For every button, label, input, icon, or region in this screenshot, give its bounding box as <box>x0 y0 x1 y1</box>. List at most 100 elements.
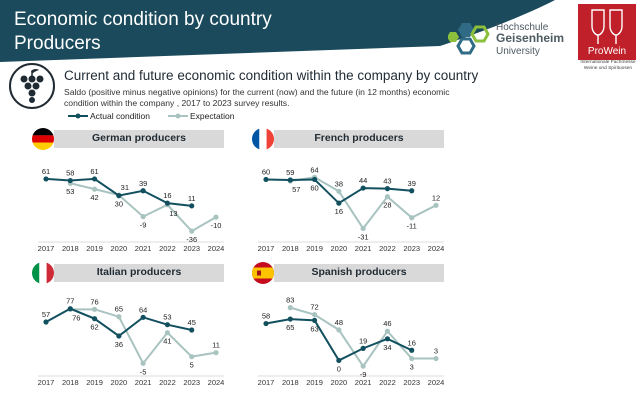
plot-french: 2017 2018 2019 2020 2021 2022 2023 2024 60 59 60 16… <box>258 165 445 253</box>
data-point-actual <box>116 333 122 339</box>
data-label-expectation: 38 <box>335 179 343 188</box>
panel-title-bar: German producers <box>54 130 224 148</box>
plot-german: 2017 2018 2019 2020 2021 2022 2023 2024 61 58 61 30… <box>38 167 225 253</box>
data-label-actual: 62 <box>90 323 98 332</box>
data-label-expectation: 65 <box>115 305 123 314</box>
data-label-actual: 39 <box>139 179 147 188</box>
data-point-expectation <box>336 188 342 194</box>
data-label-actual: 44 <box>359 176 367 185</box>
data-label-actual: 58 <box>66 169 74 178</box>
data-label-actual: 58 <box>262 312 270 321</box>
x-tick-label: 2020 <box>111 244 128 253</box>
germany-flag-icon <box>32 128 54 150</box>
chart-panel-french: French producers 2017 2018 2019 2020 2021 202… <box>248 128 468 258</box>
data-label-expectation: 3 <box>410 363 414 372</box>
data-point-actual <box>164 322 171 328</box>
data-point-actual <box>409 188 415 194</box>
panel-title-bar: Spanish producers <box>274 264 444 282</box>
legend-swatch-expectation <box>168 113 188 119</box>
italy-flag-icon <box>32 262 54 284</box>
data-point-expectation <box>140 360 146 366</box>
x-tick-label: 2019 <box>86 244 103 253</box>
panel-title-bar: French producers <box>274 130 444 148</box>
data-label-actual: 0 <box>337 364 341 373</box>
data-point-expectation <box>213 214 219 220</box>
legend-label-actual: Actual condition <box>90 111 151 121</box>
data-point-actual <box>91 316 98 322</box>
x-tick-label: 2018 <box>62 244 79 253</box>
x-tick-label: 2023 <box>183 244 200 253</box>
prowein-wordmark: ProWein <box>587 46 627 57</box>
x-tick-label: 2018 <box>282 378 299 387</box>
data-label-actual: 30 <box>115 200 123 209</box>
x-tick-label: 2024 <box>428 378 445 387</box>
data-label-actual: 16 <box>163 191 171 200</box>
data-label-actual: 59 <box>286 168 294 177</box>
page-title-line-2: Producers <box>14 33 101 54</box>
panel-title-french: French producers <box>314 132 404 144</box>
x-tick-label: 2017 <box>258 378 275 387</box>
data-point-expectation <box>140 214 146 220</box>
data-label-expectation: -31 <box>358 232 369 241</box>
data-point-expectation <box>287 305 293 311</box>
data-label-expectation: 5 <box>190 361 194 370</box>
x-tick-label: 2018 <box>282 244 299 253</box>
x-tick-label: 2024 <box>428 244 445 253</box>
x-tick-label: 2019 <box>306 244 323 253</box>
data-point-actual <box>140 188 146 194</box>
x-tick-label: 2019 <box>86 378 103 387</box>
data-point-expectation <box>433 202 439 208</box>
data-label-actual: 57 <box>42 310 50 319</box>
data-point-expectation <box>116 314 122 320</box>
data-point-expectation <box>360 225 366 232</box>
data-label-expectation: 42 <box>90 193 98 202</box>
data-point-actual <box>189 327 195 333</box>
data-point-actual <box>164 200 171 206</box>
data-label-actual: 63 <box>310 324 318 333</box>
x-tick-label: 2021 <box>355 378 372 387</box>
spain-flag-icon <box>252 262 274 284</box>
x-tick-label: 2021 <box>135 244 152 253</box>
prowein-subline: Internationale Fachmesse Weine und Spiri… <box>576 60 640 71</box>
plot-italian: 2017 2018 2019 2020 2021 2022 2023 2024 57 77 62 36… <box>38 297 225 387</box>
data-point-actual <box>263 176 269 183</box>
x-tick-label: 2017 <box>38 244 55 253</box>
data-point-expectation <box>336 327 342 333</box>
data-label-expectation: 76 <box>72 313 80 322</box>
data-label-expectation: 12 <box>432 193 440 202</box>
data-label-expectation: 46 <box>383 319 391 328</box>
data-label-expectation: 76 <box>90 297 98 306</box>
data-point-actual <box>140 314 146 320</box>
data-label-actual: 16 <box>408 338 416 347</box>
data-point-expectation <box>91 186 98 192</box>
x-tick-label: 2021 <box>355 244 372 253</box>
x-tick-label: 2023 <box>403 378 420 387</box>
data-label-expectation: 53 <box>66 187 74 196</box>
page-title: Economic condition by country Producers <box>14 8 272 56</box>
data-point-expectation <box>409 355 415 362</box>
x-tick-label: 2017 <box>258 244 275 253</box>
data-point-expectation <box>189 228 195 234</box>
data-label-expectation: -36 <box>186 235 197 244</box>
data-point-expectation <box>433 355 439 362</box>
data-label-expectation: 11 <box>212 341 220 350</box>
data-point-actual <box>311 176 318 183</box>
hochschule-label: Hochschule <box>496 22 549 33</box>
data-point-actual <box>384 336 391 342</box>
data-label-actual: 77 <box>66 297 74 306</box>
data-label-actual: 60 <box>310 183 318 192</box>
x-tick-label: 2020 <box>331 378 348 387</box>
data-label-expectation: 83 <box>286 296 294 305</box>
data-label-expectation: 31 <box>121 183 129 192</box>
data-label-actual: 43 <box>383 177 391 186</box>
data-point-actual <box>67 306 73 312</box>
page-title-line-1: Economic condition by country <box>14 9 272 30</box>
chart-panel-italian: Italian producers 2017 2018 2019 2020 2021 20… <box>28 262 248 392</box>
header-band: Economic condition by country Producers <box>0 0 640 64</box>
x-tick-label: 2018 <box>62 378 79 387</box>
data-point-actual <box>311 317 318 323</box>
panel-title-italian: Italian producers <box>96 266 182 278</box>
data-point-actual <box>67 177 73 184</box>
chart-description: Saldo (positive minus negative opinions)… <box>64 87 450 108</box>
data-label-actual: 45 <box>188 318 196 327</box>
